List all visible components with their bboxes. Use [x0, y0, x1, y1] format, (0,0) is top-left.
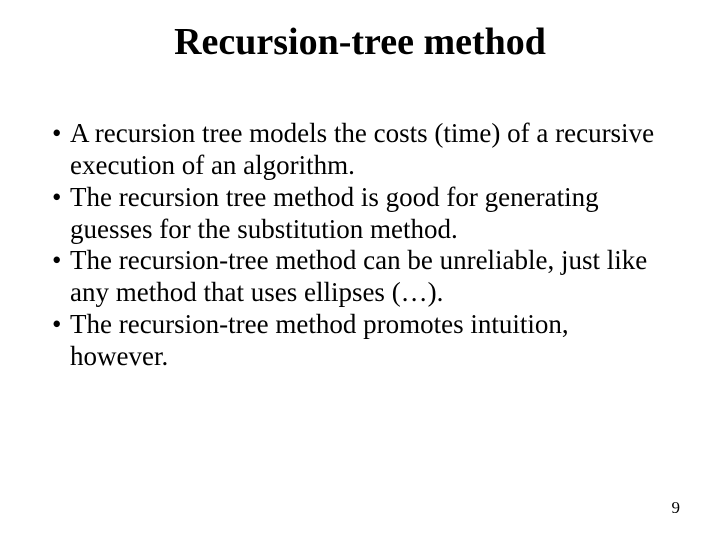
bullet-text: The recursion tree method is good for ge…	[70, 182, 672, 246]
list-item: • A recursion tree models the costs (tim…	[52, 118, 672, 182]
bullet-text: The recursion-tree method can be unrelia…	[70, 245, 672, 309]
slide: Recursion-tree method • A recursion tree…	[0, 0, 720, 540]
list-item: • The recursion-tree method promotes int…	[52, 309, 672, 373]
bullet-icon: •	[52, 182, 70, 246]
list-item: • The recursion-tree method can be unrel…	[52, 245, 672, 309]
page-number: 9	[672, 498, 681, 518]
slide-title: Recursion-tree method	[0, 22, 720, 64]
bullet-icon: •	[52, 245, 70, 309]
list-item: • The recursion tree method is good for …	[52, 182, 672, 246]
bullet-icon: •	[52, 118, 70, 182]
bullet-list: • A recursion tree models the costs (tim…	[52, 118, 672, 373]
bullet-text: The recursion-tree method promotes intui…	[70, 309, 672, 373]
bullet-text: A recursion tree models the costs (time)…	[70, 118, 672, 182]
bullet-icon: •	[52, 309, 70, 373]
